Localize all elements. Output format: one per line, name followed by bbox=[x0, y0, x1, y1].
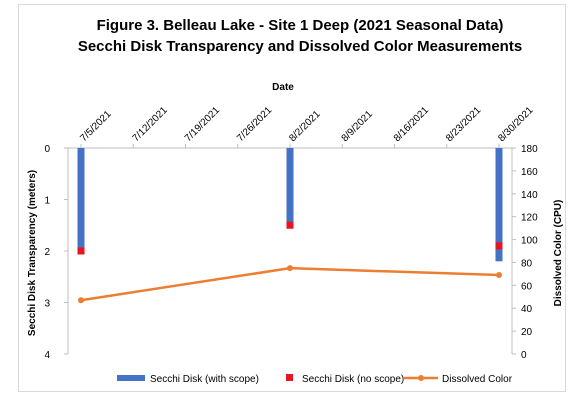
x-tick-labels: 7/5/2021 7/12/2021 7/19/2021 7/26/2021 8/2/2… bbox=[78, 105, 536, 145]
legend-swatch-secchi-noscope bbox=[286, 374, 293, 381]
x-tick-label: 7/5/2021 bbox=[78, 109, 114, 145]
secchi-scope-bar bbox=[77, 148, 85, 251]
legend-marker-dissolved-color bbox=[418, 375, 424, 381]
right-tick-labels: 0 20 40 60 80 100 120 140 160 180 bbox=[521, 144, 538, 361]
right-tick-label: 40 bbox=[521, 304, 533, 315]
dissolved-color-point bbox=[496, 272, 502, 279]
x-tick-label: 8/16/2021 bbox=[392, 105, 432, 145]
left-axis-title: Secchi Disk Transparency (meters) bbox=[27, 170, 38, 336]
legend-label-dissolved-color: Dissolved Color bbox=[442, 374, 513, 385]
right-tick-label: 80 bbox=[521, 258, 533, 269]
right-tick-label: 140 bbox=[521, 190, 538, 201]
secchi-noscope-marker bbox=[286, 221, 294, 229]
x-tick-label: 8/23/2021 bbox=[444, 105, 484, 145]
legend-label-secchi-scope: Secchi Disk (with scope) bbox=[150, 374, 259, 385]
right-tick-label: 160 bbox=[521, 167, 538, 178]
secchi-scope-bar bbox=[495, 148, 503, 262]
secchi-scope-bar bbox=[286, 148, 294, 223]
left-tick-label: 3 bbox=[44, 299, 50, 310]
dissolved-color-point bbox=[287, 265, 293, 272]
legend-swatch-secchi-scope bbox=[117, 375, 145, 381]
x-tick-label: 7/19/2021 bbox=[183, 105, 223, 145]
right-tick-label: 100 bbox=[521, 236, 538, 247]
right-tick-label: 0 bbox=[521, 350, 527, 361]
x-tick-label: 7/26/2021 bbox=[235, 105, 275, 145]
right-tick-label: 180 bbox=[521, 144, 538, 155]
left-tick-label: 2 bbox=[44, 247, 50, 258]
dissolved-color-series-line bbox=[80, 266, 500, 302]
x-axis-title: Date bbox=[272, 82, 294, 93]
right-axis-title: Dissolved Color (CPU) bbox=[553, 200, 564, 307]
chart-subtitle: Secchi Disk Transparency and Dissolved C… bbox=[78, 38, 522, 55]
left-tick-label: 4 bbox=[44, 350, 50, 361]
x-tick-label: 8/9/2021 bbox=[340, 109, 376, 145]
legend: Secchi Disk (with scope) Secchi Disk (no … bbox=[117, 374, 513, 385]
right-tick-label: 60 bbox=[521, 281, 533, 292]
x-tick-label: 8/2/2021 bbox=[287, 109, 323, 145]
x-tick-label: 8/30/2021 bbox=[496, 105, 536, 145]
chart-title: Figure 3. Belleau Lake - Site 1 Deep (20… bbox=[97, 17, 504, 34]
dissolved-color-point bbox=[78, 297, 84, 304]
secchi-scope-bars bbox=[77, 148, 503, 262]
dissolved-color-line bbox=[78, 265, 502, 304]
secchi-noscope-markers bbox=[77, 221, 503, 255]
secchi-noscope-marker bbox=[495, 242, 503, 250]
legend-label-secchi-noscope: Secchi Disk (no scope) bbox=[302, 374, 404, 385]
left-tick-label: 0 bbox=[44, 144, 50, 155]
left-tick-label: 1 bbox=[44, 196, 50, 207]
secchi-noscope-marker bbox=[77, 247, 85, 255]
right-tick-label: 120 bbox=[521, 213, 538, 224]
secchi-color-chart: Figure 3. Belleau Lake - Site 1 Deep (20… bbox=[27, 17, 564, 385]
chart-frame: Figure 3. Belleau Lake - Site 1 Deep (20… bbox=[18, 4, 566, 392]
right-tick-label: 20 bbox=[521, 327, 533, 338]
left-tick-labels: 0 1 2 3 4 bbox=[44, 144, 50, 361]
x-tick-label: 7/12/2021 bbox=[131, 105, 171, 145]
